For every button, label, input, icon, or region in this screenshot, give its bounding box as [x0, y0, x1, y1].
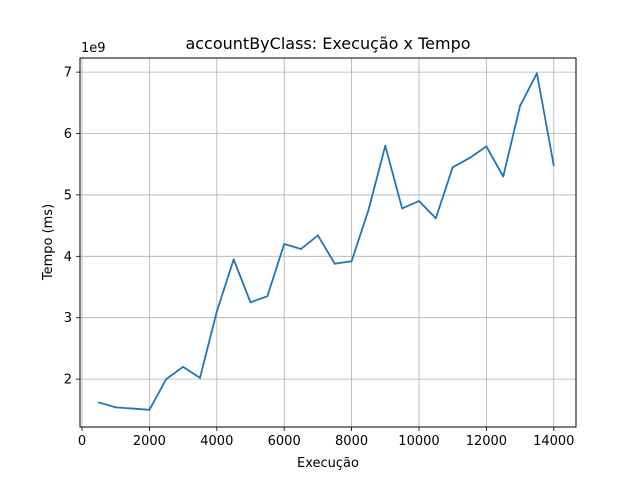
x-tick-label: 4000 [200, 434, 233, 449]
data-point [384, 144, 387, 147]
data-point [451, 166, 454, 169]
data-point [114, 406, 117, 409]
data-point [468, 157, 471, 159]
data-point [215, 310, 218, 313]
data-point [182, 365, 185, 368]
data-point [502, 175, 505, 178]
data-point [519, 104, 521, 107]
plot-frame [79, 57, 577, 428]
y-offset-label: 1e9 [81, 41, 106, 56]
data-point [367, 209, 370, 212]
data-point [300, 248, 302, 250]
data-point [165, 378, 168, 381]
data-point [148, 408, 151, 411]
data-point [316, 234, 319, 237]
data-point [536, 72, 538, 75]
data-point [232, 258, 235, 261]
data-point [283, 243, 286, 245]
data-point [199, 376, 201, 379]
x-tick-label: 12000 [466, 434, 507, 449]
y-tick-label: 4 [64, 250, 72, 265]
data-point [418, 200, 420, 202]
x-axis-label: Execução [297, 456, 359, 471]
data-point [249, 301, 252, 304]
x-tick-label: 10000 [398, 434, 439, 449]
data-point [434, 217, 437, 220]
chart-title: accountByClass: Execução x Tempo [185, 34, 470, 53]
y-tick-label: 2 [64, 373, 72, 388]
series-line [98, 72, 555, 411]
y-tick-label: 5 [64, 188, 72, 203]
x-tick-label: 8000 [335, 434, 368, 449]
grid [80, 58, 576, 427]
y-tick-label: 7 [64, 66, 72, 81]
y-axis-label: Tempo (ms) [41, 204, 56, 281]
data-point [266, 295, 269, 298]
series-layer [97, 72, 555, 411]
x-tick-label: 0 [78, 434, 86, 449]
y-tick-label: 3 [64, 311, 72, 326]
x-tick-label: 6000 [268, 434, 301, 449]
data-point [552, 164, 555, 167]
y-tick-label: 6 [64, 127, 72, 142]
x-tick-label: 14000 [533, 434, 574, 449]
data-point [131, 407, 134, 410]
ticks: 0 2000 4000 6000 8000 10000 12000 14000 2 3 4 5 6 7 [64, 66, 575, 449]
data-point [485, 145, 488, 148]
data-point [350, 260, 353, 263]
data-point [401, 207, 404, 210]
data-point [97, 401, 100, 404]
data-point [333, 262, 336, 265]
x-tick-label: 2000 [133, 434, 166, 449]
